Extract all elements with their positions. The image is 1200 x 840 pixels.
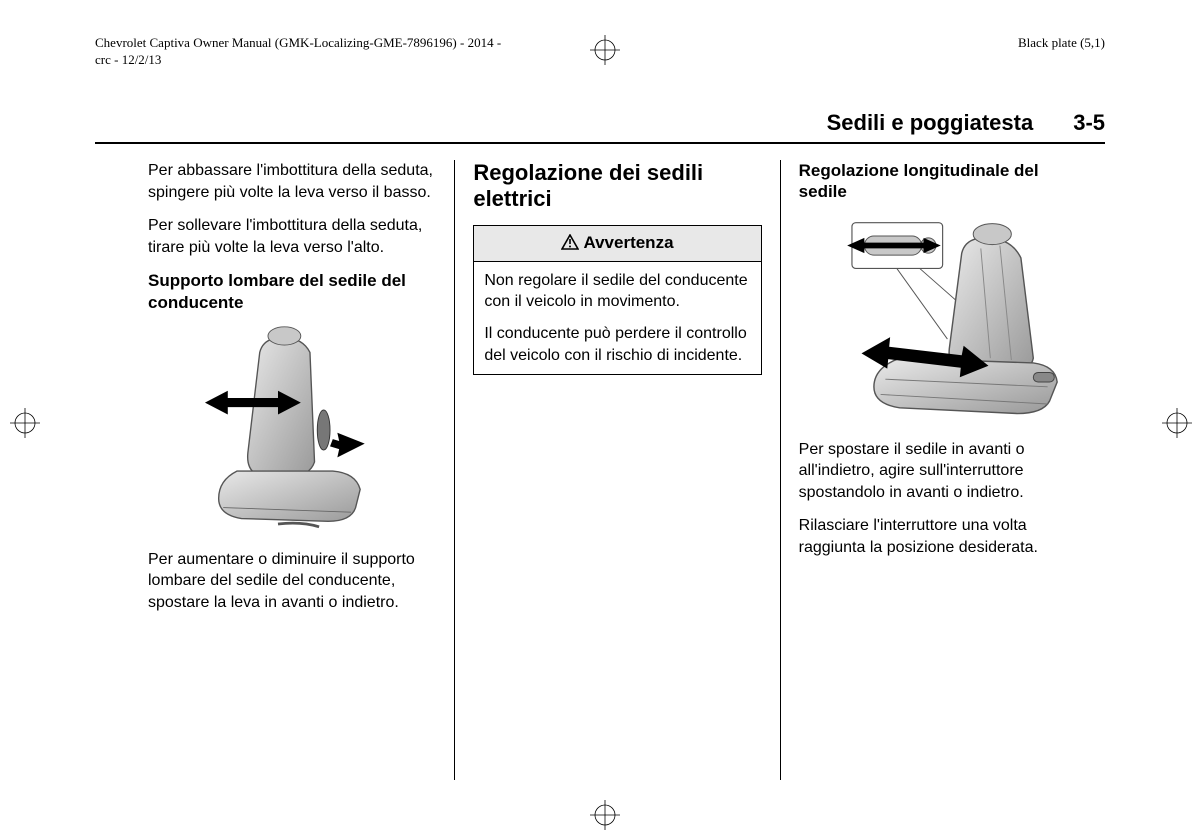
column-2: Regolazione dei sedili elettrici Avverte… [455,160,780,780]
col1-para3: Per aumentare o diminuire il supporto lo… [148,549,436,614]
col2-heading-power-seats: Regolazione dei sedili elettrici [473,160,761,213]
page-number: 3-5 [1073,110,1105,136]
column-3: Regolazione longitudinale del sedile [781,160,1105,780]
warning-box: Avvertenza Non regolare il sedile del co… [473,225,761,375]
col1-para1: Per abbassare l'imbottitura della seduta… [148,160,436,203]
content-columns: Per abbassare l'imbottitura della seduta… [130,160,1105,780]
print-header: Chevrolet Captiva Owner Manual (GMK-Loca… [95,35,1105,69]
crop-mark-left [10,408,40,438]
warning-title: Avvertenza [474,226,760,262]
column-1: Per abbassare l'imbottitura della seduta… [130,160,455,780]
longitudinal-seat-illustration [799,215,1087,425]
col1-heading-lumbar: Supporto lombare del sedile del conducen… [148,270,436,313]
col3-para2: Rilasciare l'interruttore una volta ragg… [799,515,1087,558]
col1-para2: Per sollevare l'imbottitura della seduta… [148,215,436,258]
header-right: Black plate (5,1) [1018,35,1105,69]
header-left-line2: crc - 12/2/13 [95,52,161,67]
section-title: Sedili e poggiatesta [827,110,1034,136]
col3-heading-longitudinal: Regolazione longitudinale del sedile [799,160,1087,203]
crop-mark-right [1162,408,1192,438]
warning-para2: Il conducente può perdere il controllo d… [484,323,750,366]
header-left-line1: Chevrolet Captiva Owner Manual (GMK-Loca… [95,35,501,50]
warning-icon [561,234,579,250]
crop-mark-bottom [590,800,620,830]
lumbar-seat-illustration [148,325,436,535]
warning-body: Non regolare il sedile del conducente co… [474,262,760,374]
warning-para1: Non regolare il sedile del conducente co… [484,270,750,313]
col3-para1: Per spostare il sedile in avanti o all'i… [799,439,1087,504]
warning-label: Avvertenza [583,233,673,252]
section-header: Sedili e poggiatesta 3-5 [95,110,1105,144]
